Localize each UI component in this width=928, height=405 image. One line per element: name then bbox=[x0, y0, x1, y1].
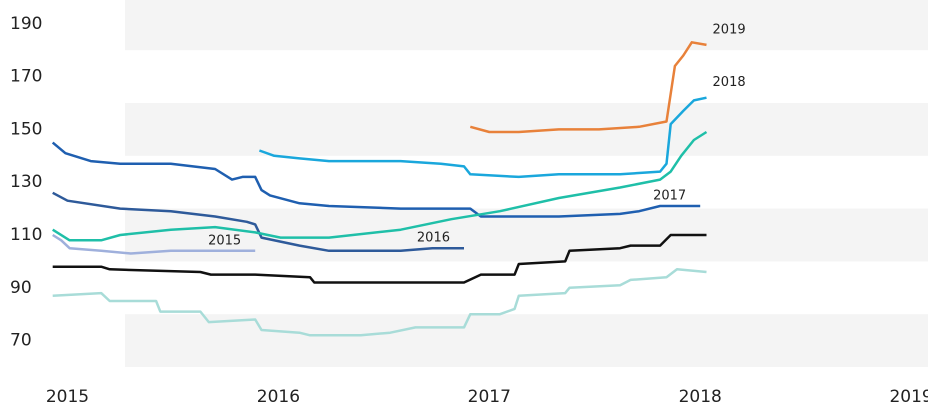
y-tick-label: 90 bbox=[10, 278, 32, 298]
y-tick-label: 110 bbox=[10, 225, 42, 245]
series-label: 2019 bbox=[713, 22, 746, 37]
series-line bbox=[52, 191, 464, 253]
band bbox=[125, 0, 928, 51]
series-line bbox=[52, 233, 707, 284]
x-tick-label: 2018 bbox=[679, 387, 722, 405]
series-line bbox=[258, 96, 707, 179]
series-line bbox=[469, 41, 707, 134]
x-tick-label: 2015 bbox=[46, 387, 89, 405]
y-tick-label: 170 bbox=[10, 67, 42, 87]
x-tick-label: 2016 bbox=[257, 387, 300, 405]
series-label: 2015 bbox=[208, 233, 241, 248]
series-line bbox=[52, 268, 707, 337]
band bbox=[125, 103, 928, 156]
x-tick-label: 2017 bbox=[468, 387, 511, 405]
x-tick-label: 2019 bbox=[889, 387, 928, 405]
y-tick-label: 150 bbox=[10, 119, 42, 139]
series-line bbox=[52, 233, 256, 255]
series-label: 2018 bbox=[713, 75, 746, 90]
y-tick-label: 130 bbox=[10, 172, 42, 192]
series-line bbox=[51, 141, 701, 218]
band bbox=[125, 314, 928, 367]
y-tick-label: 190 bbox=[10, 14, 42, 34]
y-tick-label: 70 bbox=[10, 331, 32, 351]
series-label: 2016 bbox=[417, 231, 450, 246]
series-line bbox=[52, 130, 708, 242]
series-label: 2017 bbox=[653, 188, 686, 203]
